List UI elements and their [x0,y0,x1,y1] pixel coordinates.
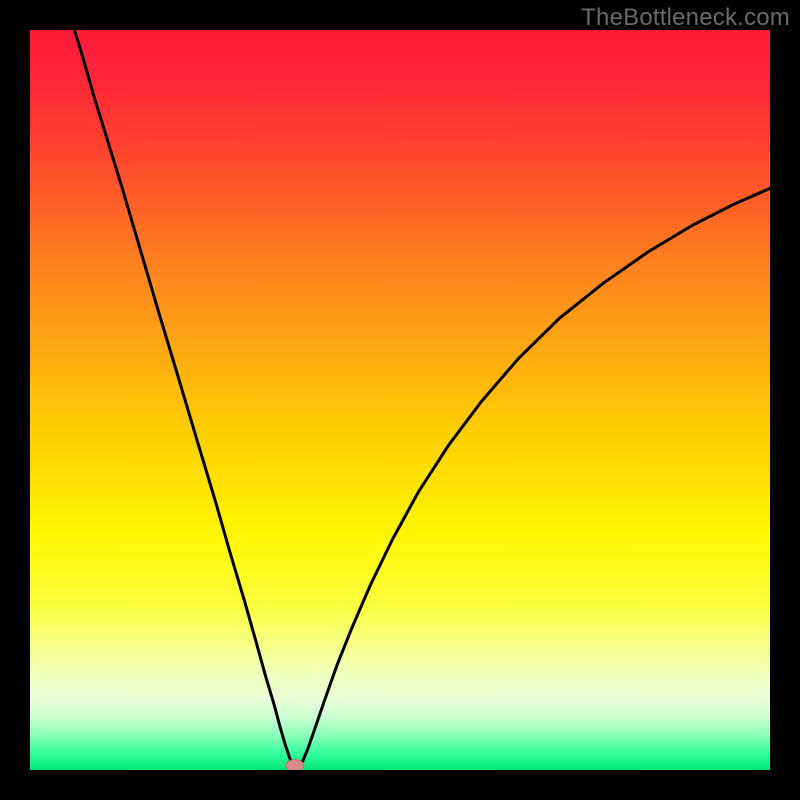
minimum-marker [286,760,304,770]
plot-area [30,30,770,770]
watermark-text: TheBottleneck.com [581,4,790,32]
gradient-background [30,30,770,770]
chart-frame: TheBottleneck.com [0,0,800,800]
bottleneck-curve-chart [30,30,770,770]
